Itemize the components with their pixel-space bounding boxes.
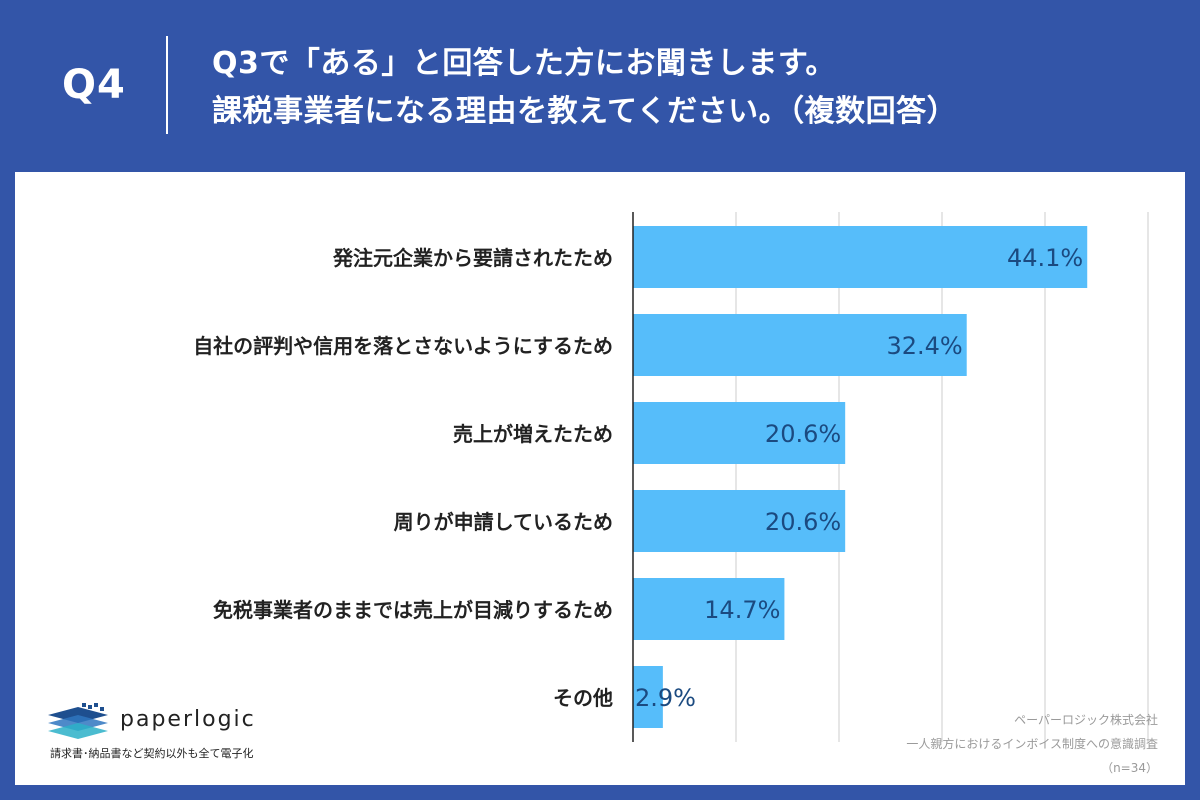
category-label: 売上が増えたため — [453, 422, 613, 446]
question-title-line1: Q3で「ある」と回答した方にお聞きします。 — [212, 46, 836, 81]
source-survey: 一人親方におけるインボイス制度への意識調査 — [906, 737, 1158, 751]
bar — [633, 578, 785, 640]
source-sample: （n=34） — [1101, 761, 1158, 775]
logo-wordmark: paperlogic — [120, 707, 256, 732]
company-logo: paperlogic 請求書･納品書など契約以外も全て電子化 — [48, 703, 288, 763]
value-label: 44.1% — [1007, 244, 1083, 272]
value-label: 20.6% — [765, 508, 841, 536]
value-label: 32.4% — [886, 332, 962, 360]
value-label: 14.7% — [704, 596, 780, 624]
bar — [633, 402, 846, 464]
source-note: ペーパーロジック株式会社 一人親方におけるインボイス制度への意識調査 （n=34… — [906, 708, 1158, 780]
category-label: 周りが申請しているため — [394, 510, 613, 534]
category-label: 自社の評判や信用を落とさないようにするため — [193, 334, 613, 358]
category-label: 免税事業者のままでは売上が目減りするため — [213, 598, 613, 622]
header-divider — [166, 36, 168, 134]
bar-chart: 発注元企業から要請されたため 44.1% 自社の評判や信用を落とさないようにするため… — [193, 212, 1149, 742]
chart-panel: 発注元企業から要請されたため 44.1% 自社の評判や信用を落とさないようにするため… — [15, 172, 1185, 785]
question-number: Q4 — [62, 62, 126, 108]
header: Q4 Q3で「ある」と回答した方にお聞きします。 課税事業者になる理由を教えてく… — [0, 0, 1200, 170]
question-title-line2: 課税事業者になる理由を教えてください。（複数回答） — [212, 94, 958, 129]
paperlogic-logo-icon — [48, 703, 108, 739]
bar — [633, 490, 846, 552]
bar — [633, 226, 1088, 288]
bar — [633, 314, 967, 376]
source-company: ペーパーロジック株式会社 — [1014, 713, 1158, 727]
bar — [633, 666, 663, 728]
value-label: 2.9% — [635, 684, 696, 712]
logo-tagline: 請求書･納品書など契約以外も全て電子化 — [50, 747, 254, 760]
category-label: その他 — [553, 686, 613, 710]
category-label: 発注元企業から要請されたため — [332, 246, 613, 270]
question-title: Q3で「ある」と回答した方にお聞きします。 課税事業者になる理由を教えてください… — [212, 40, 957, 136]
value-label: 20.6% — [765, 420, 841, 448]
